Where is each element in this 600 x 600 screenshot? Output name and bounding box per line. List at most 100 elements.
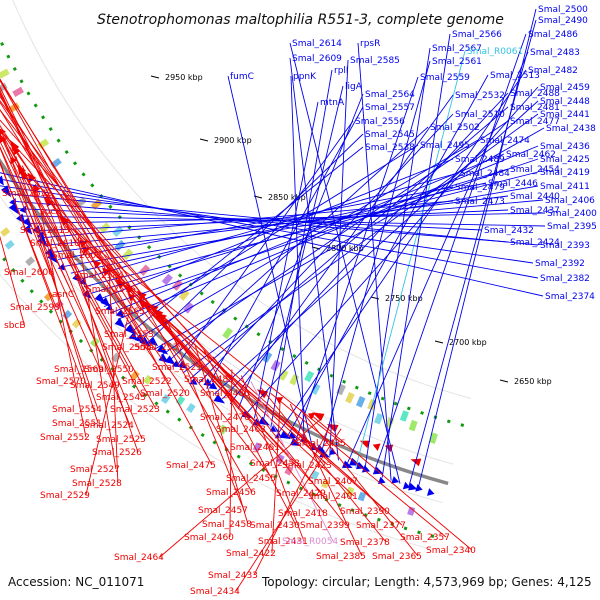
forward-gene-label: Smal_2441 (540, 110, 590, 120)
reverse-leader-line (116, 277, 273, 479)
forward-gene-arrow (213, 394, 226, 404)
reverse-gene-label: Smal_2528 (72, 479, 122, 489)
forward-leader-line (183, 113, 539, 373)
reverse-leader-line (100, 261, 213, 466)
forward-gene-label: Smal_2488 (510, 89, 560, 99)
cog-tile (62, 309, 73, 320)
reverse-gene-label: Smal_2570 (36, 377, 86, 387)
reverse-gene-label: Smal_2551 (52, 419, 102, 429)
reverse-gene-label: Smal_2610 (30, 239, 80, 249)
reverse-gene-arrow (114, 278, 126, 289)
forward-gene-label: Smal_2556 (355, 117, 405, 127)
forward-gene-arrow (128, 331, 138, 341)
reverse-gene-label: Smal_2340 (426, 546, 476, 556)
cog-tile (399, 410, 409, 422)
reverse-gene-label: Smal_2520 (140, 389, 190, 399)
reverse-leader-line (0, 109, 149, 348)
guide-ring (12, 0, 472, 399)
reverse-gene-label: Smal_2569 (54, 365, 104, 375)
forward-leader-line (198, 113, 454, 384)
forward-gene-label: Smal_2481 (510, 103, 560, 113)
cog-tile (408, 419, 418, 432)
cog-tile (289, 373, 300, 386)
reverse-gene-label: Smal_2558 (102, 343, 152, 353)
reverse-gene-arrow (372, 443, 381, 451)
cog-tile (374, 412, 384, 425)
forward-gene-label: Smal_2437 (510, 206, 560, 216)
reverse-gene-label: Smal_2475 (166, 461, 216, 471)
forward-gene-label: Smal_2448 (540, 97, 590, 107)
reverse-leader-line (85, 292, 135, 496)
reverse-gene-label: Smal_2407 (308, 477, 358, 487)
reverse-leader-line (185, 336, 387, 512)
cog-tile (160, 394, 171, 404)
reverse-gene-label: Smal_2463 (216, 425, 266, 435)
forward-gene-label: Smal_2419 (540, 168, 590, 178)
genome-summary: Topology: circular; Length: 4,573,969 bp… (261, 575, 592, 589)
cog-tile (304, 370, 315, 383)
forward-leader-line (253, 101, 319, 419)
reverse-leader-line (212, 356, 347, 526)
scale-label: 2800 kbp (326, 244, 364, 253)
reverse-gene-label: Smal_2606 (4, 268, 54, 278)
forward-gene-label: Smal_2482 (528, 66, 578, 76)
forward-leader-line (77, 172, 459, 281)
reverse-leader-line (0, 86, 61, 212)
forward-gene-arrow (82, 289, 92, 299)
forward-gene-arrow (47, 252, 58, 264)
reverse-gene-label: Smal_2565 (95, 307, 145, 317)
reverse-gene-arrow (312, 412, 325, 422)
forward-gene-arrow (158, 353, 169, 364)
cog-tile (321, 478, 330, 489)
forward-gene-label: Smal_2411 (540, 182, 590, 192)
forward-gene-label: Smal_2454 (510, 165, 560, 175)
forward-leader-line (278, 69, 527, 433)
cog-tile (183, 302, 195, 314)
forward-leader-line (27, 212, 546, 224)
reverse-gene-label: Smal_2522 (122, 377, 172, 387)
forward-gene-label: Smal_2609 (292, 54, 342, 64)
forward-leader-line (90, 168, 509, 294)
forward-gene-label: Smal_2490 (538, 16, 588, 26)
forward-leader-line (320, 60, 431, 453)
forward-gene-label: mtnA (320, 98, 345, 108)
reverse-leader-line (0, 95, 142, 312)
reverse-leader-line (310, 414, 473, 551)
reverse-leader-line (158, 315, 355, 497)
reverse-gene-label: Smal_2435 (296, 439, 346, 449)
forward-leader-line (346, 51, 529, 465)
forward-gene-arrow (279, 430, 291, 439)
forward-gene-label: rpsR (360, 39, 380, 49)
forward-leader-line (145, 133, 364, 345)
reverse-leader-line (0, 93, 67, 231)
reverse-gene-label: Smal_2423 (282, 461, 332, 471)
scale-tick (434, 340, 444, 344)
forward-leader-line (131, 146, 364, 333)
forward-leader-line (295, 76, 419, 441)
reverse-gene-label: Smal_2453 (250, 459, 300, 469)
forward-leader-line (0, 172, 544, 297)
scale-tick (150, 75, 160, 79)
forward-gene-label: Smal_2477 (510, 117, 560, 127)
reverse-leader-line (0, 109, 199, 368)
cog-tile (111, 352, 121, 363)
forward-leader-line (408, 19, 537, 487)
reverse-gene-label: Smal_2377 (356, 521, 406, 531)
forward-gene-arrow (124, 324, 137, 336)
reverse-leader-line (93, 253, 329, 466)
forward-gene-label: Smal_2486 (528, 30, 578, 40)
forward-gene-arrow (189, 377, 198, 385)
forward-gene-arrow (23, 224, 33, 235)
scale-label: 2900 kbp (214, 136, 252, 145)
forward-gene-label: Smal_2395 (547, 222, 597, 232)
forward-leader-line (110, 153, 505, 314)
forward-leader-line (289, 57, 339, 461)
cog-tile (186, 403, 196, 413)
feature-layer: 2950 kbp 2900 kbp 2850 kbp 2800 kbp 2750 kbp… (0, 0, 552, 550)
cog-tile (252, 442, 262, 453)
reverse-leader-line (77, 236, 117, 470)
cog-tile (130, 370, 140, 381)
